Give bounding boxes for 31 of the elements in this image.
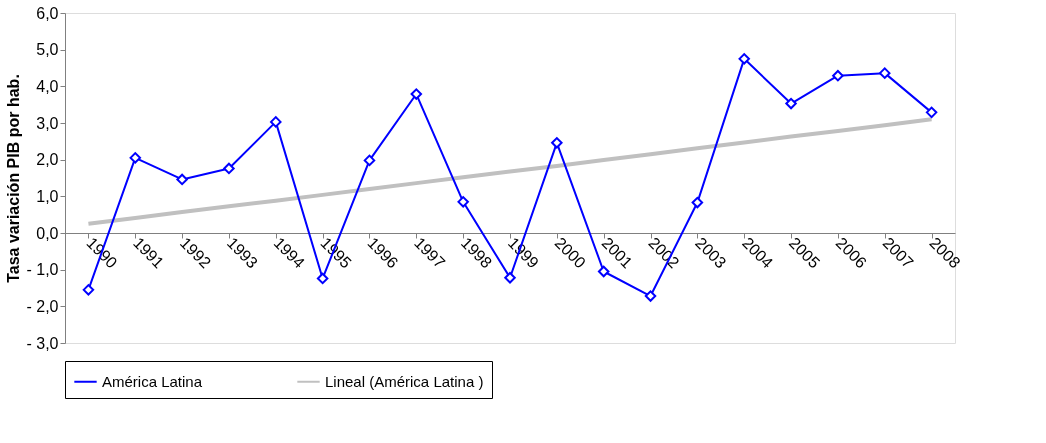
point: [878, 67, 891, 79]
y-tick-label: - 3,0: [26, 334, 59, 352]
y-tick-label: 1,0: [36, 187, 59, 205]
point: [223, 162, 235, 175]
y-tick-label: 5,0: [36, 41, 59, 59]
legend-label: América Latina: [102, 372, 203, 390]
point: [551, 137, 563, 149]
point: [270, 116, 282, 128]
point: [316, 272, 329, 285]
point: [832, 69, 844, 82]
point: [738, 53, 750, 65]
legend-label: Lineal (América Latina ): [325, 372, 484, 390]
y-tick-label: 2,0: [36, 151, 59, 169]
point: [504, 271, 516, 284]
point: [785, 97, 797, 110]
y-tick-label: 0,0: [36, 224, 59, 242]
point: [176, 173, 188, 186]
y-tick-label: - 2,0: [26, 297, 59, 315]
point: [82, 284, 95, 296]
point: [691, 196, 704, 209]
y-axis-title: Tasa variación PIB por hab.: [5, 74, 23, 283]
y-tick-label: 3,0: [36, 114, 59, 132]
point: [363, 154, 376, 167]
point: [410, 88, 423, 100]
point: [129, 152, 142, 164]
point: [457, 196, 469, 208]
y-tick-label: - 1,0: [26, 261, 59, 279]
point: [644, 290, 657, 302]
y-tick-label: 4,0: [36, 77, 59, 95]
point: [925, 106, 938, 119]
y-tick-label: 6,0: [36, 4, 59, 22]
